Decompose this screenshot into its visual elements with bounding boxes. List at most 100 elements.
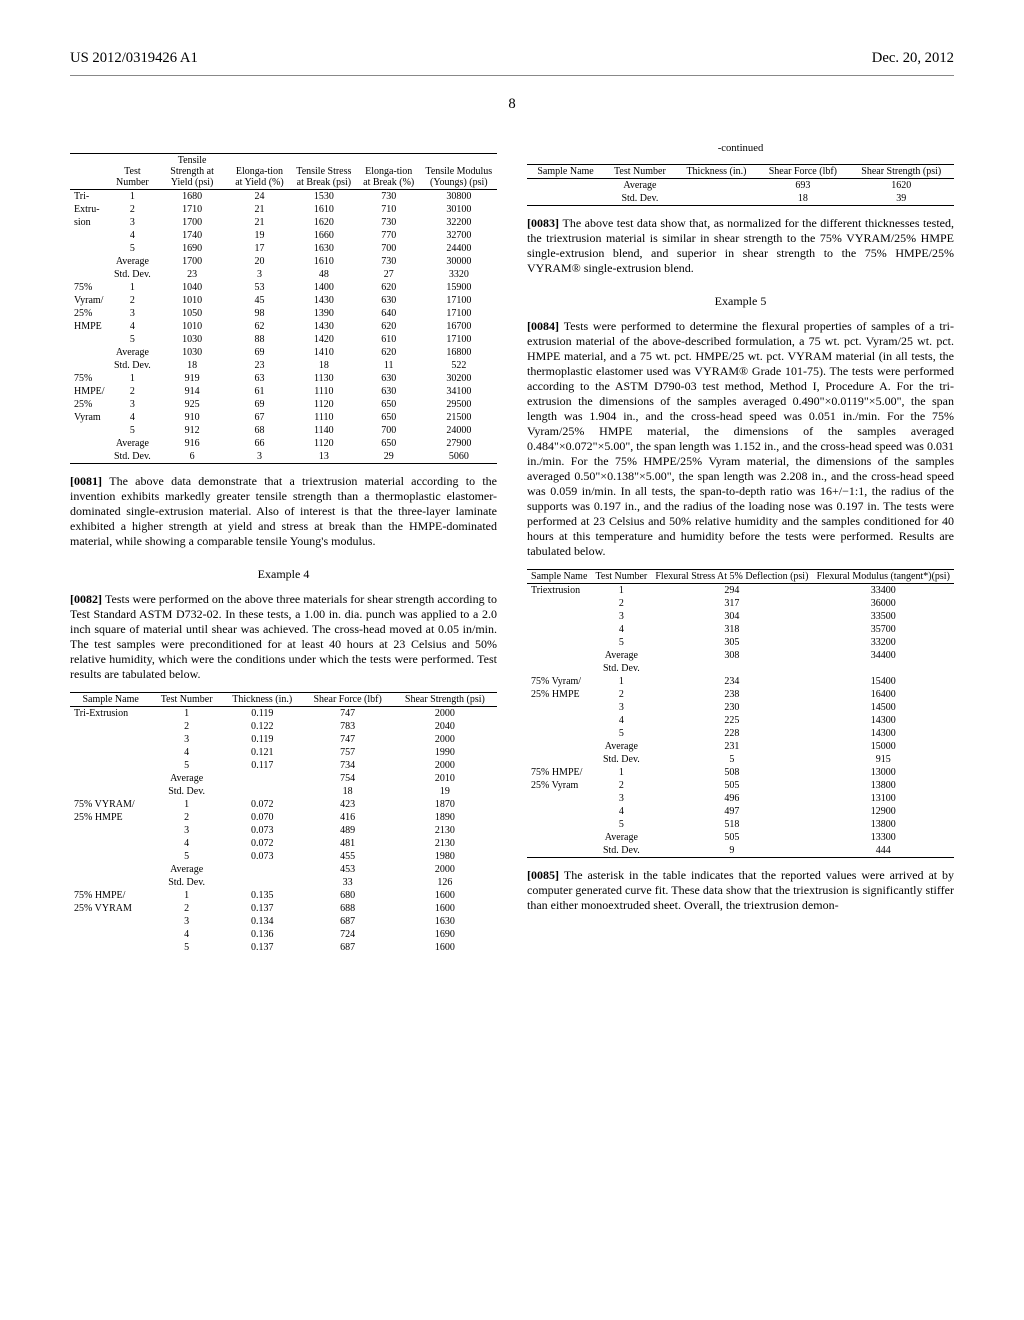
table-cell: 18	[156, 359, 228, 372]
table-cell: 2	[151, 720, 222, 733]
table-cell: 2040	[393, 720, 497, 733]
table-cell: 34400	[813, 649, 955, 662]
table-cell: 34100	[421, 385, 497, 398]
table-cell: 754	[303, 772, 393, 785]
table-cell: 0.136	[222, 928, 302, 941]
shear-table-continued: Sample NameTest NumberThickness (in.)She…	[527, 164, 954, 206]
table-cell: Average	[151, 863, 222, 876]
table-cell: 13800	[813, 818, 955, 831]
table-cell: Std. Dev.	[151, 785, 222, 798]
paragraph-0083: [0083] The above test data show that, as…	[527, 216, 954, 276]
row-label	[70, 268, 109, 281]
table-cell: 1	[591, 675, 651, 688]
row-label: Extru-	[70, 203, 109, 216]
example5-title: Example 5	[527, 294, 954, 309]
table-cell: 0.135	[222, 889, 302, 902]
table-cell: 1430	[291, 320, 357, 333]
table-cell: 15400	[813, 675, 955, 688]
table-cell: Average	[109, 255, 157, 268]
table-cell: 4	[151, 746, 222, 759]
table-cell: 455	[303, 850, 393, 863]
row-label	[70, 346, 109, 359]
header-rule	[70, 75, 954, 76]
table-cell: 62	[228, 320, 291, 333]
table-header: Flexural Modulus (tangent*)(psi)	[813, 570, 955, 584]
paragraph-0084: [0084] Tests were performed to determine…	[527, 319, 954, 559]
row-label	[70, 941, 151, 954]
table-cell: 1410	[291, 346, 357, 359]
table-cell: 16700	[421, 320, 497, 333]
table-cell: 919	[156, 372, 228, 385]
table-cell: 33	[303, 876, 393, 889]
table-cell: 489	[303, 824, 393, 837]
table-cell: 630	[357, 372, 421, 385]
table-cell: 687	[303, 941, 393, 954]
para-num: [0081]	[70, 474, 109, 488]
row-label	[527, 753, 591, 766]
table-cell: 23	[228, 359, 291, 372]
table-cell: 126	[393, 876, 497, 889]
row-label	[527, 740, 591, 753]
table-cell: 730	[357, 255, 421, 268]
table-cell: 1620	[849, 179, 954, 193]
row-label	[527, 831, 591, 844]
table-cell: 1	[151, 889, 222, 902]
table-cell: 916	[156, 437, 228, 450]
table-cell: 6	[156, 450, 228, 464]
table-header: Thickness (in.)	[676, 165, 757, 179]
table-cell: 620	[357, 346, 421, 359]
left-column: Test NumberTensile Strength at Yield (ps…	[70, 143, 497, 964]
table-cell: 5	[151, 941, 222, 954]
table-cell: 3	[109, 307, 157, 320]
table-cell: 30800	[421, 190, 497, 204]
row-label: sion	[70, 216, 109, 229]
table-cell: 23	[156, 268, 228, 281]
table-cell: 1890	[393, 811, 497, 824]
table-cell: 508	[651, 766, 812, 779]
table-cell: Average	[591, 831, 651, 844]
table-cell: 416	[303, 811, 393, 824]
table-header: Flexural Stress At 5% Deflection (psi)	[651, 570, 812, 584]
table-cell: 3	[591, 792, 651, 805]
table-cell: 33500	[813, 610, 955, 623]
row-label	[70, 437, 109, 450]
table-cell: 3	[151, 733, 222, 746]
table-cell: 15000	[813, 740, 955, 753]
table-cell: 650	[357, 437, 421, 450]
table-cell	[222, 876, 302, 889]
table-cell: 5	[109, 242, 157, 255]
table-cell: 730	[357, 216, 421, 229]
row-label	[527, 714, 591, 727]
table-cell	[676, 192, 757, 206]
table-cell: 35700	[813, 623, 955, 636]
table-cell: 912	[156, 424, 228, 437]
table-cell	[527, 179, 604, 193]
row-label	[70, 876, 151, 889]
row-label	[70, 229, 109, 242]
page-number: 8	[70, 96, 954, 113]
table-cell: 2000	[393, 707, 497, 721]
table-cell: 21500	[421, 411, 497, 424]
table-cell: 69	[228, 398, 291, 411]
table-header: Sample Name	[527, 165, 604, 179]
table-cell: 33400	[813, 584, 955, 598]
row-label	[70, 850, 151, 863]
table-cell: 1980	[393, 850, 497, 863]
table-cell: 522	[421, 359, 497, 372]
table-header: Shear Force (lbf)	[303, 693, 393, 707]
table-cell: 1870	[393, 798, 497, 811]
table-header: Test Number	[109, 154, 157, 190]
row-label	[70, 928, 151, 941]
table-cell: 4	[109, 411, 157, 424]
table-cell: 724	[303, 928, 393, 941]
table-cell: 0.073	[222, 824, 302, 837]
table-cell: Std. Dev.	[151, 876, 222, 889]
row-label	[70, 720, 151, 733]
table-cell: 1690	[156, 242, 228, 255]
table-cell: 30000	[421, 255, 497, 268]
table-cell: 0.070	[222, 811, 302, 824]
table-cell: 5	[151, 759, 222, 772]
row-label: Triextrusion	[527, 584, 591, 598]
table-cell: 620	[357, 320, 421, 333]
table-header: Tensile Strength at Yield (psi)	[156, 154, 228, 190]
